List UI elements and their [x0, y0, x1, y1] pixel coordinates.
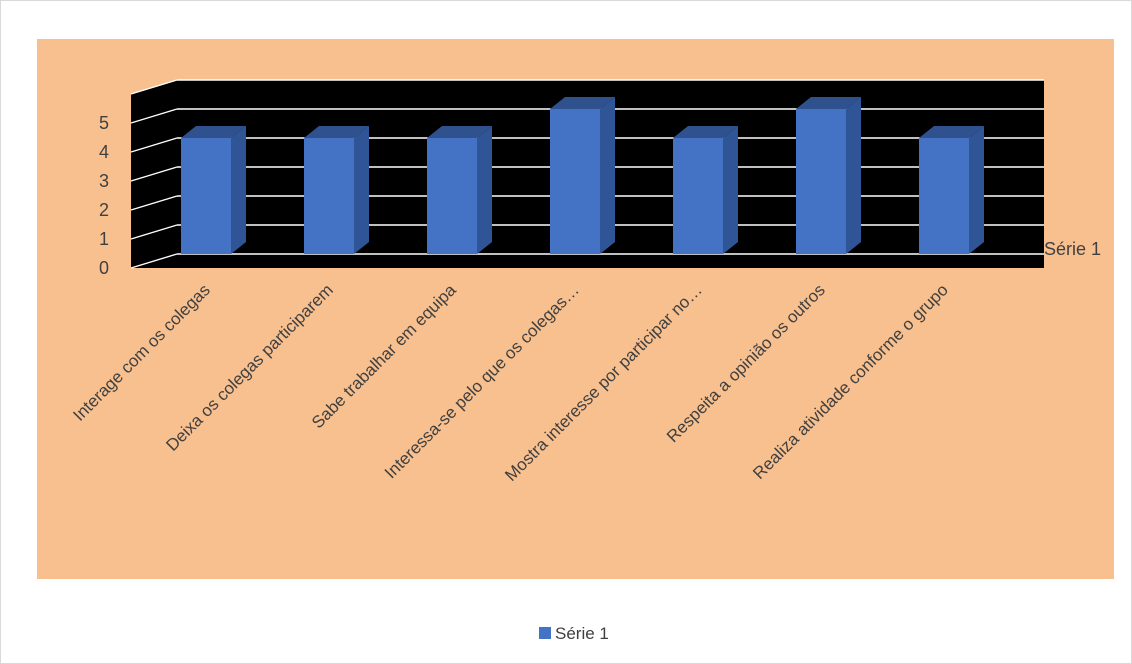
legend-label: Série 1 — [555, 624, 609, 643]
bar-top — [181, 126, 246, 138]
bar-front — [427, 138, 477, 254]
y-tick-label: 0 — [99, 258, 109, 278]
y-tick-label: 2 — [99, 200, 109, 220]
gridline-side — [130, 224, 178, 240]
bar-side — [846, 97, 861, 254]
bar-front — [550, 109, 600, 254]
bar-side — [969, 126, 984, 254]
bar-front — [304, 138, 354, 254]
bars — [181, 97, 984, 254]
bar-side — [354, 126, 369, 254]
y-tick-label: 3 — [99, 171, 109, 191]
gridline-side — [130, 253, 178, 269]
bar-front — [796, 109, 846, 254]
depth-axis-label: Série 1 — [1044, 239, 1101, 259]
bar-top — [673, 126, 738, 138]
gridline-side — [130, 108, 178, 124]
bar-top — [304, 126, 369, 138]
legend-swatch — [539, 627, 551, 639]
gridline-side — [130, 166, 178, 182]
bar — [796, 97, 861, 254]
bar — [550, 97, 615, 254]
bar — [427, 126, 492, 254]
bar-side — [723, 126, 738, 254]
bar-top — [427, 126, 492, 138]
bar-front — [181, 138, 231, 254]
y-tick-label: 1 — [99, 229, 109, 249]
bar-side — [477, 126, 492, 254]
bar-top — [796, 97, 861, 109]
bar — [673, 126, 738, 254]
bar — [304, 126, 369, 254]
legend: Série 1 — [539, 624, 609, 643]
bar — [919, 126, 984, 254]
bar-top — [919, 126, 984, 138]
gridline-side — [130, 195, 178, 211]
gridline-side — [130, 137, 178, 153]
y-axis-ticks: 0 1 2 3 4 5 — [99, 113, 109, 278]
bar-front — [919, 138, 969, 254]
y-tick-label: 5 — [99, 113, 109, 133]
y-tick-label: 4 — [99, 142, 109, 162]
bar-top — [550, 97, 615, 109]
bar-side — [231, 126, 246, 254]
bar-side — [600, 97, 615, 254]
bar — [181, 126, 246, 254]
gridline-side — [130, 79, 178, 95]
bar-front — [673, 138, 723, 254]
